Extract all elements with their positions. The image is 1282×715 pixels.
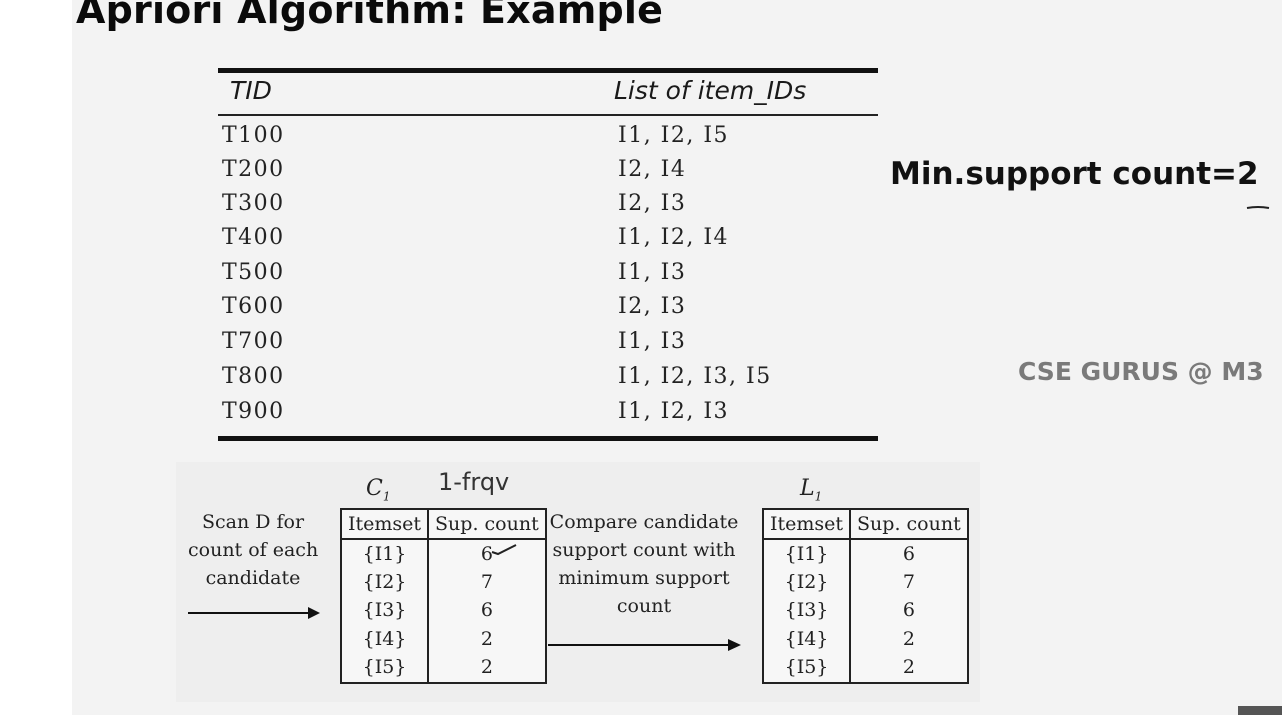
handwritten-annotation: 1-frqv: [438, 468, 510, 496]
count-cell: 6: [902, 599, 915, 622]
items-header: List of item_IDs: [614, 76, 807, 105]
tid-cell: T800: [222, 364, 285, 389]
count-cell: 6: [480, 542, 493, 565]
count-cell: 6: [480, 599, 493, 622]
itemset-cell: {I1}: [341, 539, 430, 569]
table-bottom-rule: [218, 436, 878, 441]
slide-title: Apriori Algorithm: Example: [76, 0, 664, 32]
itemset-cell: {I5}: [763, 653, 852, 683]
tid-cell: T300: [222, 191, 285, 216]
c1-table: Itemset Sup. count {I1} 6 {I2} 7 {I3} 6 {I4…: [340, 508, 547, 684]
compare-caption: Compare candidate support count with min…: [549, 511, 739, 617]
scan-caption: Scan D for count of each candidate: [188, 511, 319, 589]
items-cell: I1, I2, I5: [618, 123, 730, 148]
itemset-header: Itemset: [763, 509, 852, 540]
tid-cell: T600: [222, 294, 285, 319]
items-cell: I1, I3: [618, 260, 687, 285]
items-cell: I1, I2, I4: [618, 225, 730, 250]
count-cell: 2: [480, 627, 493, 650]
underline-mark-icon: [1246, 206, 1270, 209]
table-row: T600 I2, I3: [218, 294, 878, 328]
table-row: {I4} 2: [763, 625, 968, 654]
itemset-cell: {I1}: [763, 539, 852, 569]
table-row: T300 I2, I3: [218, 191, 878, 225]
watermark: CSE GURUS @ M3: [1018, 357, 1264, 386]
tid-cell: T700: [222, 329, 285, 354]
table-row: T400 I1, I2, I4: [218, 225, 878, 259]
l1-table: Itemset Sup. count {I1} 6 {I2} 7 {I3} 6 {I4…: [762, 508, 969, 684]
table-row: T200 I2, I4: [218, 157, 878, 191]
items-cell: I1, I3: [618, 329, 687, 354]
count-cell: 2: [902, 656, 915, 679]
corner-mark: [1238, 706, 1282, 715]
checkmark-icon: [491, 544, 517, 556]
table-row: T500 I1, I3: [218, 260, 878, 294]
itemset-cell: {I4}: [763, 625, 852, 654]
items-cell: I2, I4: [618, 157, 687, 182]
itemset-cell: {I4}: [341, 625, 430, 654]
count-header: Sup. count: [850, 509, 968, 540]
table-row: {I1} 6: [763, 539, 968, 569]
table-row: {I4} 2: [341, 625, 546, 654]
itemset-header: Itemset: [341, 509, 430, 540]
table-row: T700 I1, I3: [218, 329, 878, 363]
tid-cell: T100: [222, 123, 285, 148]
table-row: {I3} 6: [341, 596, 546, 626]
tid-cell: T200: [222, 157, 285, 182]
items-cell: I2, I3: [618, 294, 687, 319]
l1-label: L1: [800, 476, 823, 504]
diagram-panel: Scan D for count of each candidate C1 1-…: [176, 462, 980, 702]
itemset-cell: {I3}: [341, 596, 430, 626]
table-row: {I1} 6: [341, 539, 546, 569]
tid-header: TID: [230, 76, 272, 105]
right-arrow-icon: [188, 607, 320, 619]
table-row: {I5} 2: [341, 653, 546, 683]
items-cell: I1, I2, I3, I5: [618, 364, 772, 389]
items-cell: I2, I3: [618, 191, 687, 216]
tid-cell: T400: [222, 225, 285, 250]
count-cell: 7: [480, 571, 493, 594]
count-cell: 6: [902, 542, 915, 565]
table-row: {I2} 7: [763, 568, 968, 597]
table-row: {I2} 7: [341, 568, 546, 597]
table-header-rule: [218, 114, 878, 116]
table-row: {I5} 2: [763, 653, 968, 683]
table-row: {I3} 6: [763, 596, 968, 626]
itemset-cell: {I2}: [763, 568, 852, 597]
itemset-cell: {I5}: [341, 653, 430, 683]
table-row: T100 I1, I2, I5: [218, 123, 878, 157]
table-row: T900 I1, I2, I3: [218, 399, 878, 433]
right-arrow-icon: [548, 639, 741, 651]
c1-label: C1: [366, 476, 391, 504]
count-cell: 2: [480, 656, 493, 679]
slide-left-strip: [0, 0, 72, 715]
count-cell: 2: [902, 627, 915, 650]
itemset-cell: {I3}: [763, 596, 852, 626]
items-cell: I1, I2, I3: [618, 399, 730, 424]
itemset-cell: {I2}: [341, 568, 430, 597]
table-row: T800 I1, I2, I3, I5: [218, 364, 878, 398]
tid-cell: T500: [222, 260, 285, 285]
table-top-rule: [218, 68, 878, 73]
transactions-table: TID List of item_IDs T100 I1, I2, I5 T20…: [218, 68, 878, 444]
count-cell: 7: [902, 571, 915, 594]
count-header: Sup. count: [428, 509, 546, 540]
tid-cell: T900: [222, 399, 285, 424]
min-support-label: Min.support count=2: [890, 156, 1259, 192]
